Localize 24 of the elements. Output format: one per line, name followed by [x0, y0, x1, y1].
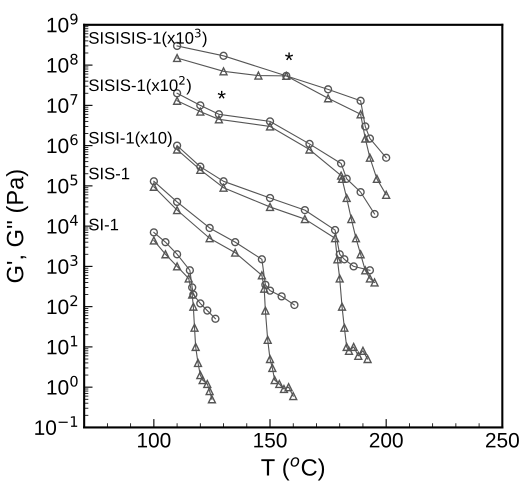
y-tick-label: 10$^{3}$ — [48, 254, 78, 274]
y-tick-label: 10$^{6}$ — [48, 134, 78, 154]
y-tick-label: 10$^{−1}$ — [35, 416, 78, 436]
x-tick-label: 200 — [370, 432, 403, 448]
series-label: SISI-1(x10) — [89, 131, 172, 147]
y-tick-label: 10$^{1}$ — [48, 336, 78, 355]
y-tick-label: 10$^{5}$ — [48, 174, 78, 194]
y-tick-label: 10$^{7}$ — [48, 94, 78, 113]
y-tick-label: 10$^{4}$ — [48, 214, 78, 234]
annotation: * — [218, 90, 226, 99]
series-label: SISISIS-1(x10$^{3}$) — [89, 28, 206, 48]
x-axis-title: T ($^{o}$C) — [261, 457, 324, 480]
x-tick-label: 250 — [486, 432, 519, 448]
y-axis-title: G', G'' (Pa) — [6, 170, 28, 282]
series-label: SIS-1 — [89, 168, 130, 180]
y-tick-label: 10$^{0}$ — [48, 376, 78, 395]
y-tick-label: 10$^{2}$ — [48, 295, 78, 314]
y-tick-label: 10$^{8}$ — [48, 54, 78, 73]
x-tick-label: 100 — [138, 432, 170, 448]
series-label: SI-1 — [89, 218, 118, 230]
x-tick-label: 150 — [254, 432, 287, 448]
y-tick-label: 10$^{9}$ — [48, 13, 78, 32]
series-label: SISIS-1(x10$^{2}$) — [89, 76, 191, 94]
annotation: * — [285, 52, 294, 60]
